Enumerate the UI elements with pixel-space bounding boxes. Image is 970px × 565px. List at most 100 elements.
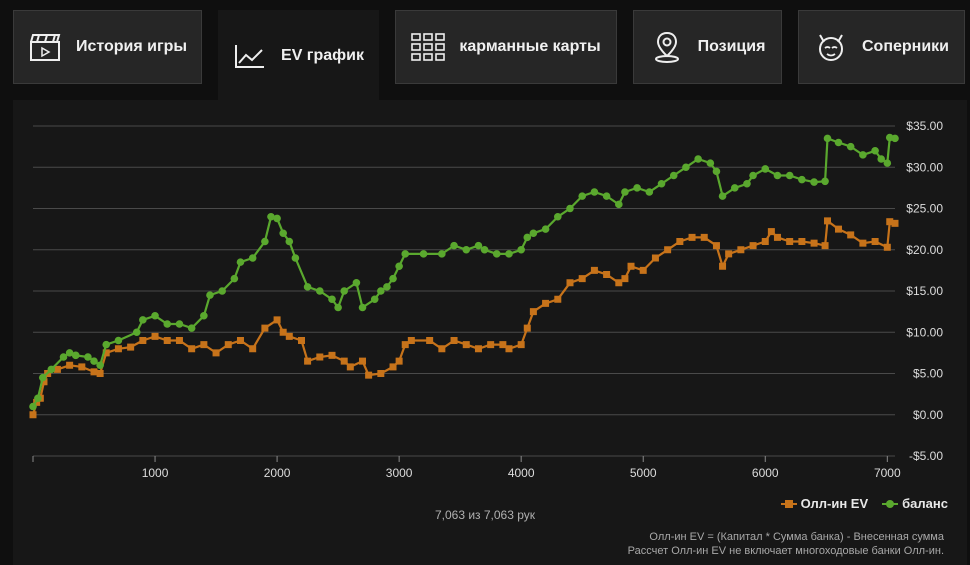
data-point[interactable] <box>47 365 56 374</box>
data-point[interactable] <box>59 353 68 361</box>
data-point[interactable] <box>712 167 721 176</box>
data-point[interactable] <box>236 337 244 344</box>
data-point[interactable] <box>859 151 867 159</box>
data-point[interactable] <box>84 353 92 361</box>
data-point[interactable] <box>40 378 48 386</box>
data-point[interactable] <box>377 287 385 295</box>
data-point[interactable] <box>694 155 702 163</box>
data-point[interactable] <box>834 225 842 233</box>
data-point[interactable] <box>761 165 770 173</box>
data-point[interactable] <box>352 278 361 287</box>
data-point[interactable] <box>206 291 214 299</box>
data-point[interactable] <box>505 345 513 353</box>
data-point[interactable] <box>151 332 159 340</box>
data-point[interactable] <box>761 238 769 245</box>
data-point[interactable] <box>645 188 654 196</box>
data-point[interactable] <box>224 341 232 349</box>
data-point[interactable] <box>566 204 574 213</box>
tab-ev-chart[interactable]: EV график <box>218 10 379 102</box>
data-point[interactable] <box>523 324 531 332</box>
tab-game-history[interactable]: История игры <box>13 10 202 84</box>
data-point[interactable] <box>523 233 532 242</box>
data-point[interactable] <box>590 266 598 274</box>
data-point[interactable] <box>29 411 37 419</box>
data-point[interactable] <box>688 233 696 241</box>
data-point[interactable] <box>383 283 391 291</box>
data-point[interactable] <box>834 138 843 147</box>
data-point[interactable] <box>810 239 818 247</box>
data-point[interactable] <box>102 349 110 357</box>
data-point[interactable] <box>639 266 647 274</box>
data-point[interactable] <box>395 262 403 271</box>
data-point[interactable] <box>700 233 708 241</box>
data-point[interactable] <box>401 341 409 349</box>
data-point[interactable] <box>200 341 208 349</box>
data-point[interactable] <box>883 243 891 251</box>
data-point[interactable] <box>773 233 781 241</box>
data-point[interactable] <box>279 328 287 336</box>
legend-item-balance[interactable]: баланс <box>882 496 948 511</box>
data-point[interactable] <box>303 283 312 291</box>
data-point[interactable] <box>359 357 367 365</box>
data-point[interactable] <box>370 295 379 304</box>
data-point[interactable] <box>883 159 892 167</box>
data-point[interactable] <box>517 245 525 254</box>
data-point[interactable] <box>886 218 894 226</box>
data-point[interactable] <box>395 357 403 365</box>
data-point[interactable] <box>798 238 806 245</box>
data-point[interactable] <box>38 373 47 382</box>
data-point[interactable] <box>340 287 349 295</box>
data-point[interactable] <box>200 311 208 320</box>
data-point[interactable] <box>798 175 806 184</box>
data-point[interactable] <box>578 192 587 200</box>
data-point[interactable] <box>891 219 899 227</box>
data-point[interactable] <box>786 238 794 245</box>
data-point[interactable] <box>279 229 287 238</box>
data-point[interactable] <box>102 340 111 349</box>
data-point[interactable] <box>749 242 757 250</box>
data-point[interactable] <box>566 279 574 287</box>
data-point[interactable] <box>821 177 829 186</box>
data-point[interactable] <box>151 311 159 320</box>
data-point[interactable] <box>273 214 281 223</box>
data-point[interactable] <box>114 345 122 353</box>
data-point[interactable] <box>139 337 147 344</box>
data-point[interactable] <box>334 303 342 312</box>
data-point[interactable] <box>578 275 586 283</box>
data-point[interactable] <box>554 295 562 303</box>
data-point[interactable] <box>706 159 715 167</box>
data-point[interactable] <box>657 179 666 188</box>
data-point[interactable] <box>187 324 196 332</box>
data-point[interactable] <box>615 279 623 287</box>
data-point[interactable] <box>175 337 183 344</box>
data-point[interactable] <box>676 238 684 245</box>
data-point[interactable] <box>163 320 172 328</box>
data-point[interactable] <box>291 254 300 262</box>
data-point[interactable] <box>90 357 98 365</box>
data-point[interactable] <box>743 179 751 188</box>
data-point[interactable] <box>78 363 86 371</box>
data-point[interactable] <box>175 320 184 328</box>
data-point[interactable] <box>346 363 354 371</box>
data-point[interactable] <box>34 394 42 403</box>
data-point[interactable] <box>389 363 397 371</box>
data-point[interactable] <box>730 184 739 192</box>
data-point[interactable] <box>462 245 471 254</box>
data-point[interactable] <box>340 357 348 365</box>
data-point[interactable] <box>542 299 550 307</box>
data-point[interactable] <box>529 308 537 316</box>
tab-position[interactable]: Позиция <box>633 10 782 84</box>
data-point[interactable] <box>773 171 782 180</box>
data-point[interactable] <box>749 171 757 180</box>
legend-item-allin-ev[interactable]: Олл-ин EV <box>780 496 868 511</box>
data-point[interactable] <box>821 242 829 250</box>
tab-pocket-cards[interactable]: карманные карты <box>395 10 617 84</box>
data-point[interactable] <box>419 250 428 258</box>
data-point[interactable] <box>316 353 324 361</box>
data-point[interactable] <box>389 274 397 283</box>
data-point[interactable] <box>328 295 336 304</box>
tab-opponents[interactable]: Соперники <box>798 10 965 84</box>
data-point[interactable] <box>517 341 525 349</box>
data-point[interactable] <box>29 402 37 411</box>
data-point[interactable] <box>487 341 495 349</box>
